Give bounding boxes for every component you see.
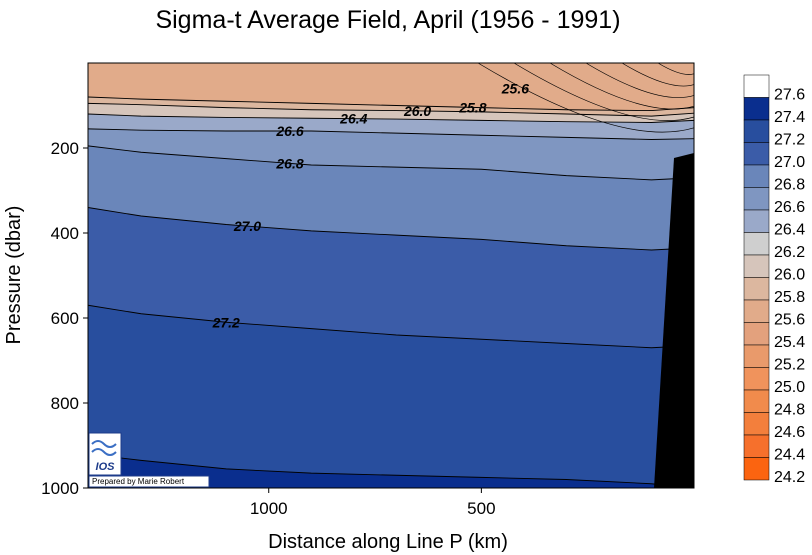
plot-frame: [87, 62, 695, 489]
colorbar-swatch: [743, 367, 770, 391]
band-fill: [88, 454, 694, 488]
colorbar-swatch: [743, 164, 770, 188]
colorbar-swatch: [743, 389, 770, 413]
contour-label: 26.6: [275, 123, 303, 139]
colorbar-swatch: [743, 412, 770, 436]
y-ticks: 200 400 600 800 1000: [41, 139, 88, 498]
x-tick-label: 500: [467, 499, 495, 518]
contour-label: 26.0: [403, 103, 431, 119]
colorbar-tick-label: 26.2: [774, 244, 805, 261]
colorbar-swatch: [743, 457, 770, 481]
colorbar-swatch: [743, 119, 770, 143]
colorbar-tick-label: 24.8: [774, 402, 805, 419]
contour-line: [87, 453, 695, 489]
contour-label: 25.8: [458, 99, 486, 115]
colorbar-tick-label: 26.6: [774, 199, 805, 216]
colorbar-tick-label: 25.2: [774, 357, 805, 374]
chart-title: Sigma-t Average Field, April (1956 - 199…: [155, 6, 620, 34]
colorbar-swatch: [743, 344, 770, 368]
contour-label: 26.8: [275, 155, 303, 171]
contour-label: 25.6: [501, 81, 529, 97]
colorbar-swatch: [743, 209, 770, 233]
plot-area: 25.6 25.8 26.0 26.4 26.6 26.8 27.0 27.2: [87, 62, 695, 489]
colorbar-tick-label: 27.0: [774, 154, 805, 171]
y-tick-label: 400: [51, 224, 79, 243]
contour-line: [477, 62, 695, 133]
contour-line: [87, 102, 695, 117]
credit-box: [88, 475, 210, 488]
colorbar-tick-label: 24.2: [774, 469, 805, 486]
colorbar-tick-label: 26.4: [774, 222, 805, 239]
colorbar-swatch: [743, 322, 770, 346]
wave-icon: [91, 440, 117, 456]
colorbar-tick-label: 25.8: [774, 289, 805, 306]
y-tick-label: 800: [51, 394, 79, 413]
contour-line: [87, 96, 695, 112]
x-ticks: 1000 500: [250, 488, 496, 518]
contour-line: [549, 62, 695, 110]
contour-label: 27.2: [212, 314, 240, 330]
credit-text: Prepared by Marie Robert: [92, 477, 185, 486]
contour-line: [87, 304, 695, 349]
contour-line: [87, 207, 695, 251]
colorbar-swatch: [743, 142, 770, 166]
colorbar-swatch: [743, 299, 770, 323]
colorbar-tick-label: 25.6: [774, 312, 805, 329]
colorbar-swatch: [743, 232, 770, 256]
y-tick-label: 200: [51, 139, 79, 158]
colorbar-tick-label: 27.6: [774, 87, 805, 104]
colorbar-swatch: [743, 434, 770, 458]
credit-block: IOS Prepared by Marie Robert: [88, 432, 210, 488]
contour-line: [585, 62, 695, 98]
contour-line: [87, 128, 695, 140]
y-tick-label: 600: [51, 309, 79, 328]
colorbar-swatch: [743, 187, 770, 211]
band-fill: [88, 305, 694, 488]
contour-label: 26.4: [339, 111, 367, 127]
ios-logo-text: IOS: [96, 461, 116, 473]
y-tick-label: 1000: [41, 479, 79, 498]
colorbar-tick-label: 25.4: [774, 334, 805, 351]
y-axis-title: Pressure (dbar): [3, 206, 25, 345]
x-axis-title: Distance along Line P (km): [268, 531, 508, 553]
colorbar-tick-label: 27.2: [774, 132, 805, 149]
contour-line: [513, 62, 695, 121]
contour-line: [87, 145, 695, 181]
contour-line: [657, 62, 695, 75]
bottom-mask: [654, 153, 694, 488]
contour-line: [87, 113, 695, 123]
colorbar-tick-label: 24.4: [774, 447, 805, 464]
colorbar-tick-label: 26.8: [774, 177, 805, 194]
contour-label: 27.0: [233, 218, 261, 234]
colorbar-swatch: [743, 74, 770, 98]
colorbar: 27.6 27.4 27.2 27.0 26.8 26.6 26.4 26.2 26.0 25.8…: [743, 74, 805, 486]
contour-line: [621, 62, 695, 87]
colorbar-tick-label: 26.0: [774, 267, 805, 284]
colorbar-swatch: [743, 254, 770, 278]
colorbar-swatch: [743, 277, 770, 301]
colorbar-tick-label: 24.6: [774, 424, 805, 441]
x-tick-label: 1000: [250, 499, 288, 518]
colorbar-tick-label: 25.0: [774, 379, 805, 396]
colorbar-swatch: [743, 97, 770, 121]
colorbar-tick-label: 27.4: [774, 109, 805, 126]
